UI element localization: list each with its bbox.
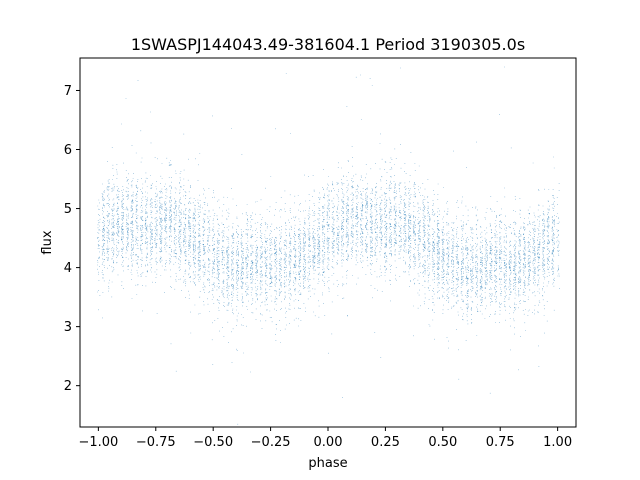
- x-tick-label: −0.50: [193, 435, 233, 450]
- y-tick-label: 5: [64, 202, 72, 217]
- y-axis-label: flux: [40, 230, 55, 254]
- x-tick-label: 0.50: [428, 435, 457, 450]
- x-axis-label: phase: [308, 456, 347, 471]
- y-tick-label: 2: [64, 379, 72, 394]
- y-axis: 2 3 4 5 6 7: [64, 84, 80, 394]
- x-tick-label: 1.00: [543, 435, 572, 450]
- x-tick-label: 0.00: [314, 435, 343, 450]
- chart-title: 1SWASPJ144043.49-381604.1 Period 3190305…: [131, 35, 525, 54]
- x-axis: −1.00 −0.75 −0.50 −0.25 0.00 0.25 0.50 0.75 1.00: [78, 427, 572, 450]
- y-tick-label: 4: [64, 261, 72, 276]
- y-tick-label: 7: [64, 84, 72, 99]
- x-tick-label: −1.00: [78, 435, 118, 450]
- y-tick-label: 3: [64, 320, 72, 335]
- x-tick-label: 0.75: [486, 435, 515, 450]
- scatter-point-cloud: [97, 66, 560, 425]
- x-tick-label: −0.25: [251, 435, 291, 450]
- x-tick-label: −0.75: [136, 435, 176, 450]
- scatter-points: [97, 66, 560, 425]
- y-tick-label: 6: [64, 143, 72, 158]
- x-tick-label: 0.25: [371, 435, 400, 450]
